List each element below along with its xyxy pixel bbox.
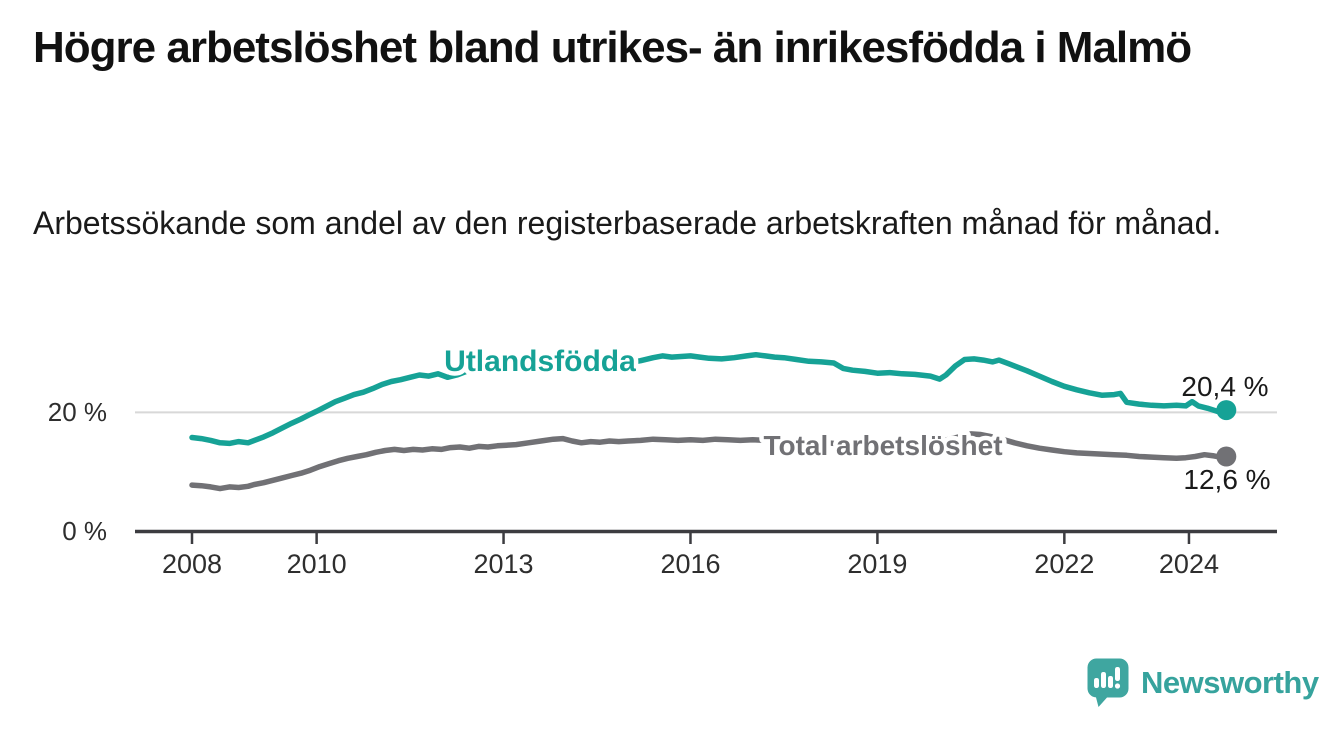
series-label-utlandsfodda: Utlandsfödda [444, 345, 636, 378]
x-tick-label: 2022 [1034, 549, 1094, 579]
newsworthy-logo: Newsworthy [1087, 658, 1319, 708]
x-tick-label: 2013 [474, 549, 534, 579]
series-end-dot-total-arbetsloshet [1216, 446, 1237, 467]
x-tick-label: 2010 [287, 549, 347, 579]
series-end-dot-utlandsfodda [1216, 400, 1237, 421]
x-tick-label: 2024 [1159, 549, 1219, 579]
series-line-utlandsfodda [189, 351, 1230, 447]
x-tick-label: 2019 [847, 549, 907, 579]
speech-bubble-bar-chart-icon [1087, 658, 1129, 707]
x-tick-label: 2016 [660, 549, 720, 579]
series-lines [189, 351, 1237, 492]
chart-title: Högre arbetslöshet bland utrikes- än inr… [33, 23, 1192, 72]
y-tick-label-20: 20 % [48, 397, 107, 427]
series-line-total-arbetsloshet [189, 431, 1230, 492]
chart-subtitle: Arbetssökande som andel av den registerb… [33, 205, 1222, 241]
bar-chart-glyph [1094, 667, 1121, 689]
end-value-label-utlandsfodda: 20,4 % [1181, 371, 1268, 402]
end-value-label-total: 12,6 % [1183, 464, 1270, 495]
x-tick-label: 2008 [162, 549, 222, 579]
y-tick-label-0: 0 % [62, 516, 107, 546]
series-label-total-arbetsloshet: Total arbetslöshet [763, 430, 1002, 461]
x-axis-ticks: 2008 2010 2013 2016 2019 2022 2024 [162, 531, 1219, 579]
newsworthy-logo-text: Newsworthy [1141, 665, 1319, 700]
